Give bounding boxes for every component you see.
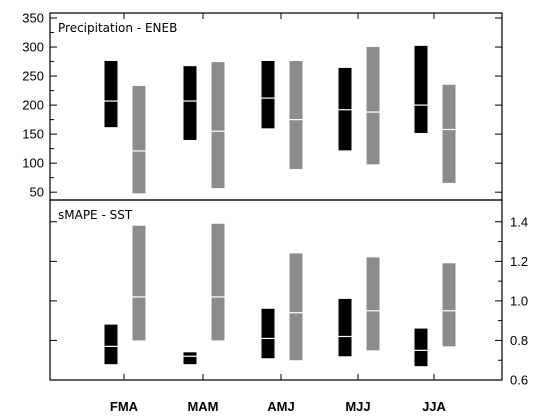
y-tick-label: 250	[22, 69, 44, 84]
bottom-panel-title: sMAPE - SST	[58, 208, 133, 222]
category-label: JJA	[422, 399, 446, 414]
range-bar	[261, 60, 275, 129]
range-bar	[414, 328, 428, 367]
range-bar	[414, 45, 428, 133]
range-bar	[442, 84, 456, 183]
y-tick-label: 1.2	[510, 254, 528, 269]
y-tick-label: 1.0	[510, 293, 528, 308]
range-bar	[132, 85, 146, 194]
y-tick-label: 100	[22, 156, 44, 171]
y-tick-label: 200	[22, 98, 44, 113]
top-panel-bars	[104, 45, 456, 194]
category-label: MAM	[187, 399, 218, 414]
range-bar	[183, 66, 197, 140]
top-panel-frame	[49, 12, 503, 201]
range-bar	[261, 308, 275, 359]
range-bar	[211, 62, 225, 189]
range-bar	[104, 60, 118, 128]
y-tick-label: 50	[30, 185, 44, 200]
range-bar	[289, 253, 303, 361]
y-tick-label: 1.4	[510, 214, 528, 229]
y-tick-label: 0.6	[510, 373, 528, 388]
category-label: FMA	[110, 399, 139, 414]
range-bar	[104, 324, 118, 365]
bottom-panel-frame	[49, 199, 503, 381]
top-y-axis: 50 100 150 200 250 300 350	[22, 11, 502, 200]
bottom-panel-bars	[104, 223, 456, 367]
category-label: MJJ	[345, 399, 370, 414]
bottom-y-axis: 0.6 0.8 1.0 1.2 1.4	[50, 214, 528, 388]
range-bar	[183, 352, 197, 365]
range-bar	[289, 60, 303, 169]
top-panel-title: Precipitation - ENEB	[58, 21, 177, 35]
range-bar	[442, 263, 456, 347]
y-tick-label: 350	[22, 11, 44, 26]
range-bar	[338, 298, 352, 357]
y-tick-label: 300	[22, 40, 44, 55]
range-bar	[366, 47, 380, 165]
x-axis-ticks	[123, 13, 435, 380]
category-label: AMJ	[267, 399, 294, 414]
range-bar	[211, 223, 225, 341]
range-bar	[132, 225, 146, 341]
range-bar	[366, 257, 380, 351]
y-tick-label: 0.8	[510, 333, 528, 348]
y-tick-label: 150	[22, 127, 44, 142]
category-labels: FMA MAM AMJ MJJ JJA	[110, 399, 447, 414]
